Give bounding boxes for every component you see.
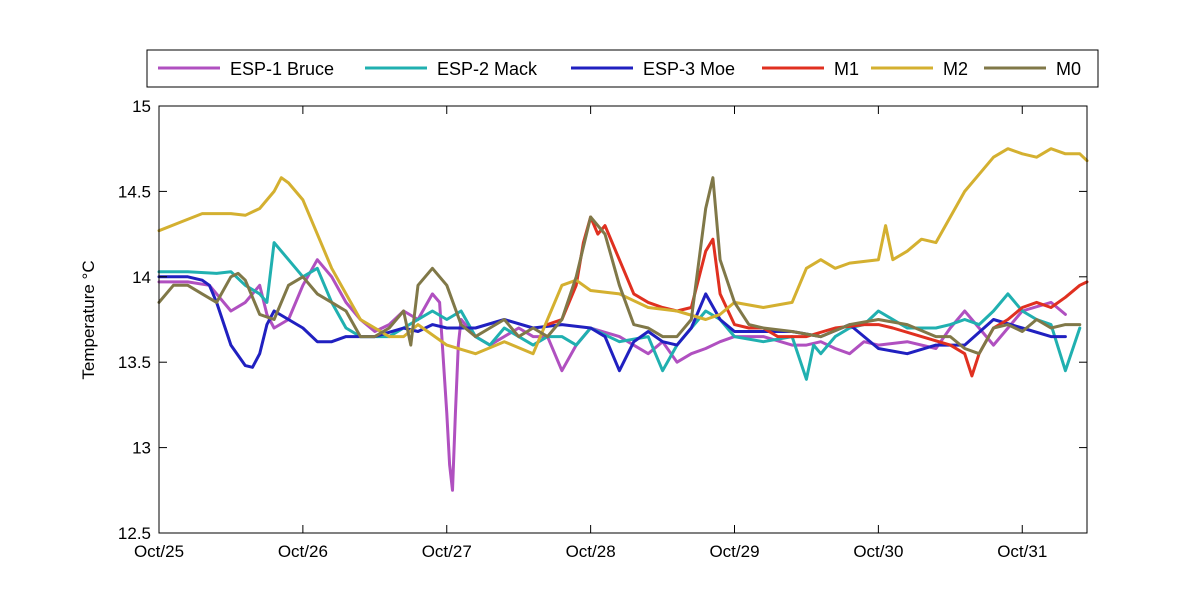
series-layer	[157, 147, 1089, 492]
legend-entry-label: ESP-2 Mack	[437, 59, 538, 79]
legend-entry-label: ESP-1 Bruce	[230, 59, 334, 79]
x-tick-label: Oct/28	[566, 542, 616, 561]
legend-entry-label: M2	[943, 59, 968, 79]
y-tick-label: 14.5	[118, 182, 151, 201]
series-line-4	[157, 147, 1089, 356]
y-tick-label: 14	[132, 268, 151, 287]
x-tick-label: Oct/26	[278, 542, 328, 561]
x-tick-label: Oct/29	[709, 542, 759, 561]
y-tick-label: 15	[132, 97, 151, 116]
legend-entry-label: M1	[834, 59, 859, 79]
plot-frame	[158, 105, 1088, 534]
series-line-5	[157, 176, 1082, 356]
y-axis-label: Temperature °C	[79, 260, 98, 379]
legend-entry-label: M0	[1056, 59, 1081, 79]
plot-area	[159, 106, 1087, 533]
x-tick-label: Oct/30	[853, 542, 903, 561]
series-line-0	[157, 258, 1067, 492]
series-line-3	[546, 215, 1089, 378]
x-tick-label: Oct/27	[422, 542, 472, 561]
legend-entry-label: ESP-3 Moe	[643, 59, 735, 79]
y-tick-label: 12.5	[118, 524, 151, 543]
y-tick-label: 13	[132, 439, 151, 458]
ticks-layer: 12.5 13 13.5 14 14.5 15 Oct/25 Oct/26 Oct/27 Oct/…	[118, 97, 1087, 561]
series-line-2	[157, 275, 1067, 373]
x-tick-label: Oct/25	[134, 542, 184, 561]
y-tick-label: 13.5	[118, 353, 151, 372]
x-tick-label: Oct/31	[997, 542, 1047, 561]
legend: ESP-1 Bruce ESP-2 Mack ESP-3 Moe M1 M2 M0	[146, 49, 1099, 88]
